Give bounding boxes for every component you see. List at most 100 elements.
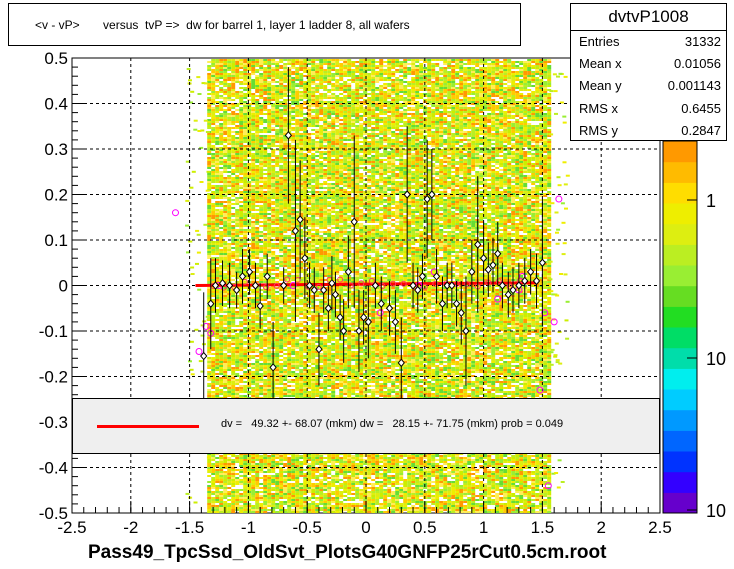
density-cell bbox=[335, 89, 340, 91]
density-cell bbox=[227, 107, 232, 109]
density-cell bbox=[471, 67, 476, 69]
density-cell bbox=[331, 125, 336, 127]
density-cell bbox=[439, 183, 444, 185]
density-cell bbox=[251, 159, 256, 161]
density-cell bbox=[375, 141, 380, 143]
density-cell bbox=[311, 181, 316, 183]
density-cell bbox=[399, 173, 404, 175]
density-cell bbox=[487, 71, 492, 73]
density-cell bbox=[347, 87, 352, 89]
density-cell bbox=[335, 121, 340, 123]
density-cell bbox=[243, 129, 248, 131]
density-cell bbox=[243, 89, 248, 91]
density-cell bbox=[223, 139, 228, 141]
density-cell bbox=[371, 101, 376, 103]
density-cell bbox=[299, 77, 304, 79]
density-cell bbox=[351, 99, 356, 101]
density-cell bbox=[247, 115, 252, 117]
density-cell bbox=[287, 125, 292, 127]
density-cell bbox=[503, 87, 508, 89]
density-cell bbox=[251, 133, 256, 135]
density-cell bbox=[271, 105, 276, 107]
density-cell bbox=[459, 105, 464, 107]
density-cell bbox=[247, 113, 252, 115]
density-cell bbox=[459, 185, 464, 187]
density-cell bbox=[383, 101, 388, 103]
density-cell bbox=[415, 73, 420, 75]
density-cell bbox=[279, 89, 284, 91]
density-cell bbox=[231, 145, 236, 147]
density-cell bbox=[311, 67, 316, 69]
density-cell bbox=[415, 143, 420, 145]
density-cell bbox=[351, 81, 356, 83]
density-cell bbox=[363, 65, 368, 67]
density-cell bbox=[323, 59, 328, 61]
density-cell bbox=[259, 171, 264, 173]
density-cell bbox=[291, 155, 296, 157]
density-cell bbox=[419, 107, 424, 109]
density-cell bbox=[535, 177, 540, 179]
density-cell bbox=[251, 87, 256, 89]
density-cell bbox=[547, 79, 552, 81]
density-cell bbox=[347, 149, 352, 151]
density-cell bbox=[379, 161, 384, 163]
density-cell bbox=[315, 135, 320, 137]
density-cell bbox=[339, 173, 344, 175]
density-cell bbox=[299, 75, 304, 77]
density-cell bbox=[383, 93, 388, 95]
density-cell bbox=[251, 153, 256, 155]
density-cell bbox=[211, 107, 216, 109]
density-cell bbox=[435, 87, 440, 89]
density-cell bbox=[271, 169, 276, 171]
density-cell bbox=[367, 67, 372, 69]
density-cell bbox=[251, 137, 256, 139]
density-cell bbox=[339, 145, 344, 147]
density-cell bbox=[359, 135, 364, 137]
density-cell bbox=[379, 165, 384, 167]
density-cell bbox=[383, 167, 388, 169]
density-cell bbox=[231, 143, 236, 145]
density-cell bbox=[267, 159, 272, 161]
density-cell bbox=[431, 105, 436, 107]
density-cell bbox=[543, 105, 548, 107]
density-cell bbox=[275, 101, 280, 103]
density-cell bbox=[363, 151, 368, 153]
density-cell bbox=[355, 111, 360, 113]
density-cell bbox=[279, 137, 284, 139]
density-cell bbox=[227, 177, 232, 179]
density-cell bbox=[307, 163, 312, 165]
density-cell bbox=[439, 165, 444, 167]
density-cell bbox=[315, 113, 320, 115]
density-cell bbox=[327, 77, 332, 79]
density-cell bbox=[243, 73, 248, 75]
density-cell bbox=[239, 109, 244, 111]
density-cell bbox=[515, 71, 520, 73]
density-cell bbox=[303, 95, 308, 97]
density-cell bbox=[407, 151, 412, 153]
density-cell bbox=[427, 173, 432, 175]
density-cell bbox=[451, 91, 456, 93]
density-cell bbox=[319, 171, 324, 173]
density-cell bbox=[295, 153, 300, 155]
density-cell bbox=[335, 143, 340, 145]
density-cell bbox=[343, 159, 348, 161]
density-cell bbox=[487, 137, 492, 139]
density-cell bbox=[367, 187, 372, 189]
density-cell bbox=[395, 185, 400, 187]
density-cell bbox=[507, 89, 512, 91]
density-cell bbox=[311, 109, 316, 111]
density-cell bbox=[547, 101, 552, 103]
density-cell bbox=[395, 99, 400, 101]
density-cell bbox=[351, 151, 356, 153]
density-cell bbox=[475, 185, 480, 187]
density-cell bbox=[431, 131, 436, 133]
density-cell bbox=[235, 143, 240, 145]
density-cell bbox=[375, 105, 380, 107]
density-cell bbox=[311, 121, 316, 123]
density-cell bbox=[343, 103, 348, 105]
density-cell bbox=[479, 165, 484, 167]
density-cell bbox=[483, 125, 488, 127]
density-cell bbox=[443, 83, 448, 85]
density-cell bbox=[243, 181, 248, 183]
density-cell bbox=[463, 139, 468, 141]
